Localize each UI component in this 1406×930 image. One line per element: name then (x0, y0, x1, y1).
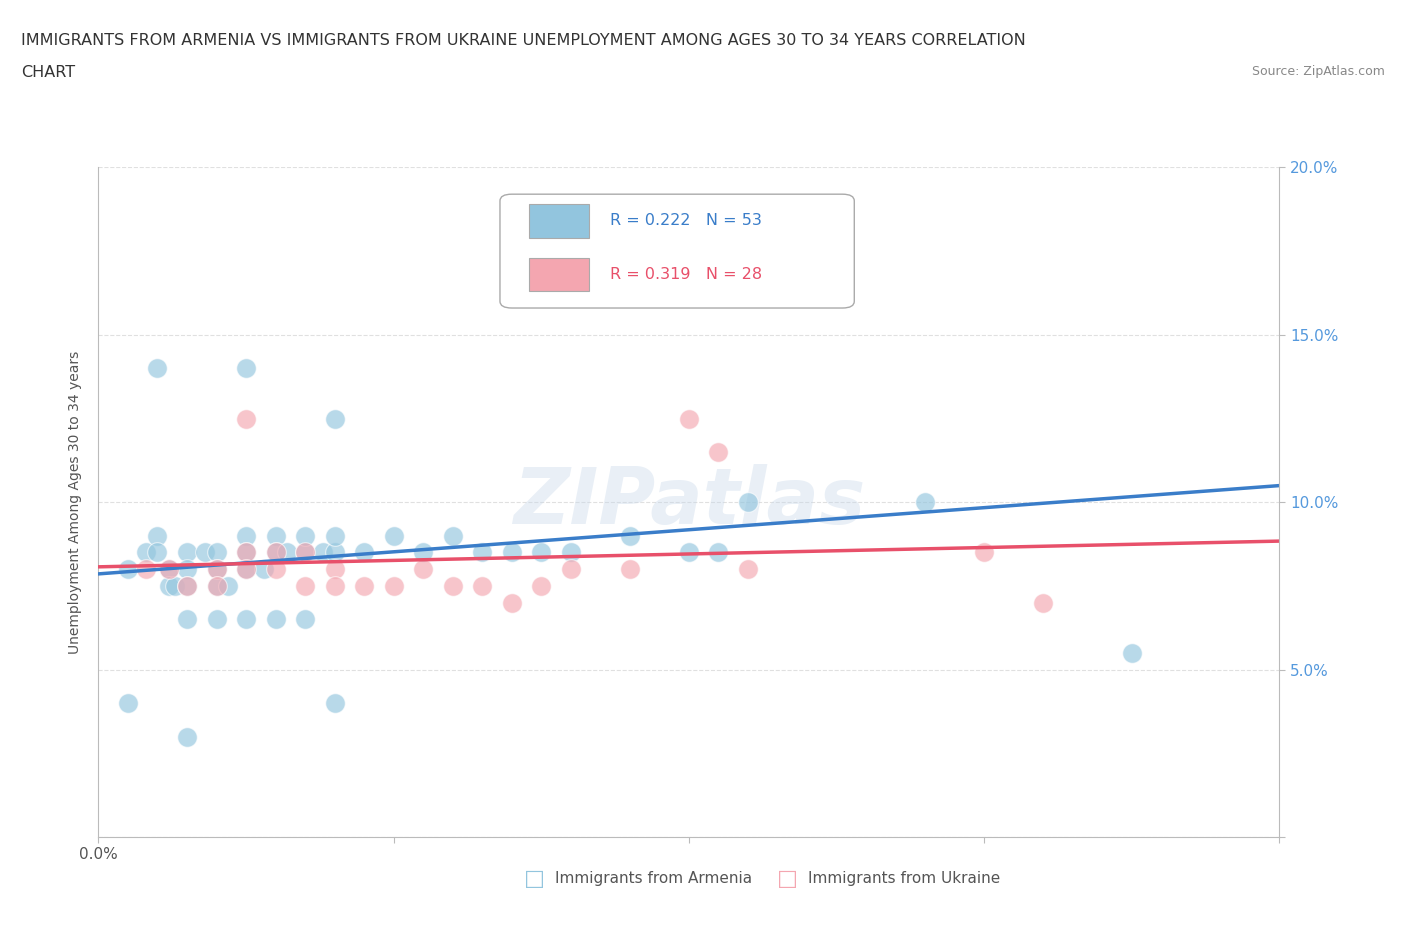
Point (382, 528, 405, 543)
Point (530, 545, 553, 560)
Point (441, 578, 464, 593)
Point (323, 562, 346, 577)
Point (323, 528, 346, 543)
Text: R = 0.319   N = 28: R = 0.319 N = 28 (610, 267, 762, 282)
Text: ZIPatlas: ZIPatlas (513, 464, 865, 540)
Point (235, 562, 257, 577)
Point (253, 562, 276, 577)
Point (157, 578, 180, 593)
Y-axis label: Unemployment Among Ages 30 to 34 years: Unemployment Among Ages 30 to 34 years (69, 351, 83, 654)
FancyBboxPatch shape (530, 205, 589, 238)
Point (382, 578, 405, 593)
Point (146, 528, 169, 543)
Point (323, 578, 346, 593)
Point (294, 545, 316, 560)
Point (264, 562, 287, 577)
Point (276, 545, 298, 560)
Text: CHART: CHART (21, 65, 75, 80)
Point (176, 545, 198, 560)
Text: □: □ (778, 869, 797, 889)
Point (194, 545, 217, 560)
Point (176, 729, 198, 744)
Point (146, 361, 169, 376)
Point (323, 696, 346, 711)
Text: R = 0.222   N = 53: R = 0.222 N = 53 (610, 214, 762, 229)
Point (323, 545, 346, 560)
Point (441, 528, 464, 543)
Point (471, 545, 494, 560)
Point (294, 528, 316, 543)
Point (678, 545, 700, 560)
Point (353, 578, 375, 593)
Point (412, 562, 434, 577)
Point (205, 545, 228, 560)
Point (619, 562, 641, 577)
Point (117, 696, 139, 711)
Point (235, 528, 257, 543)
Point (312, 545, 335, 560)
Point (205, 578, 228, 593)
Point (973, 545, 995, 560)
Point (157, 562, 180, 577)
Point (737, 562, 759, 577)
Point (117, 562, 139, 577)
Text: Immigrants from Armenia: Immigrants from Armenia (555, 871, 752, 886)
Point (217, 578, 239, 593)
Point (294, 578, 316, 593)
Point (205, 562, 228, 577)
FancyBboxPatch shape (501, 194, 855, 308)
Point (619, 528, 641, 543)
Point (264, 612, 287, 627)
Point (412, 545, 434, 560)
Text: IMMIGRANTS FROM ARMENIA VS IMMIGRANTS FROM UKRAINE UNEMPLOYMENT AMONG AGES 30 TO: IMMIGRANTS FROM ARMENIA VS IMMIGRANTS FR… (21, 33, 1026, 47)
Text: Source: ZipAtlas.com: Source: ZipAtlas.com (1251, 65, 1385, 78)
FancyBboxPatch shape (530, 258, 589, 291)
Point (235, 545, 257, 560)
Point (176, 612, 198, 627)
Point (157, 562, 180, 577)
Point (501, 545, 523, 560)
Point (294, 612, 316, 627)
Point (294, 545, 316, 560)
Point (1121, 645, 1143, 660)
Point (707, 545, 730, 560)
Point (1032, 595, 1054, 610)
Point (235, 545, 257, 560)
Point (135, 545, 157, 560)
Point (737, 495, 759, 510)
Point (560, 545, 582, 560)
Point (235, 411, 257, 426)
Point (235, 361, 257, 376)
Point (264, 545, 287, 560)
Point (914, 495, 936, 510)
Point (678, 411, 700, 426)
Text: Immigrants from Ukraine: Immigrants from Ukraine (808, 871, 1001, 886)
Point (176, 562, 198, 577)
Point (205, 562, 228, 577)
Point (165, 578, 187, 593)
Point (707, 445, 730, 459)
Point (353, 545, 375, 560)
Point (176, 578, 198, 593)
Point (560, 562, 582, 577)
Point (135, 562, 157, 577)
Point (264, 545, 287, 560)
Point (530, 578, 553, 593)
Point (264, 528, 287, 543)
Point (205, 612, 228, 627)
Point (235, 562, 257, 577)
Point (146, 545, 169, 560)
Point (796, 260, 818, 275)
Point (323, 411, 346, 426)
Point (235, 612, 257, 627)
Point (205, 578, 228, 593)
Point (501, 595, 523, 610)
Point (471, 578, 494, 593)
Text: □: □ (524, 869, 544, 889)
Point (176, 578, 198, 593)
